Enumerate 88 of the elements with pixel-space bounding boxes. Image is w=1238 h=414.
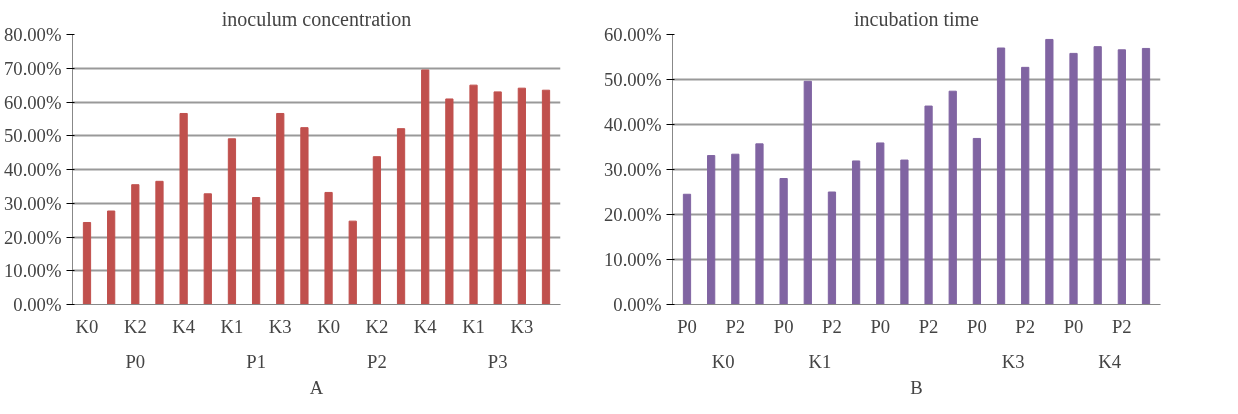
x-tick-label: P0 (967, 315, 987, 337)
x-tick-label: K3 (510, 315, 534, 337)
x-tick-label: P0 (870, 315, 891, 337)
x-tick-label: K2 (123, 315, 147, 337)
y-tick-label: 40.00% (603, 114, 662, 135)
text: A (309, 376, 324, 398)
y-tick-label: 20.00% (3, 226, 62, 248)
bar (1045, 38, 1054, 305)
bar (445, 98, 454, 305)
bar (707, 155, 716, 305)
chart-title: inoculum concentration (221, 7, 412, 30)
y-tick-label: 30.00% (603, 159, 662, 180)
x-tick-label: K1 (462, 315, 485, 337)
bar (972, 137, 982, 305)
bar (131, 184, 140, 305)
chart-title: incubation time (854, 7, 980, 30)
y-tick-label: 20.00% (603, 204, 662, 225)
bar (1141, 47, 1151, 305)
bar (348, 220, 357, 305)
bar (755, 143, 764, 305)
bar (107, 210, 116, 305)
y-tick-label: 60.00% (603, 24, 662, 45)
x-tick-label: K0 (75, 315, 99, 337)
y-tick-label: 60.00% (3, 91, 62, 113)
x-tick-label: K4 (413, 315, 438, 337)
text: P2 (367, 350, 387, 372)
bar (900, 159, 909, 305)
bar (396, 128, 406, 305)
text: P0 (125, 350, 146, 372)
x-tick-label: P2 (822, 315, 842, 337)
bar (155, 180, 164, 305)
bar (203, 193, 212, 305)
bar (779, 178, 788, 305)
bar (179, 112, 188, 305)
text: K3 (1001, 350, 1025, 372)
x-tick-label: P2 (1111, 315, 1132, 337)
bar (421, 69, 430, 305)
bar (300, 127, 309, 305)
bar (851, 160, 861, 305)
y-tick-label: 10.00% (3, 260, 62, 282)
x-tick-label: K4 (172, 315, 196, 337)
x-tick-label: P0 (677, 315, 697, 337)
x-tick-label: K3 (268, 315, 292, 337)
x-tick-label: P2 (1015, 315, 1036, 337)
y-tick-label: 80.00% (3, 24, 62, 45)
bar (372, 156, 382, 305)
x-tick-label: K2 (365, 315, 389, 337)
text: K4 (1098, 350, 1122, 372)
bar (924, 105, 933, 305)
text: K0 (711, 350, 735, 372)
y-tick-label: 10.00% (603, 249, 662, 270)
bar (1093, 46, 1102, 305)
bar (876, 142, 885, 305)
bar (682, 193, 692, 305)
bar (251, 197, 261, 305)
bar (827, 191, 837, 305)
x-tick-label: P2 (918, 315, 939, 337)
bar (517, 87, 526, 305)
bar (227, 138, 237, 305)
text: P1 (246, 350, 266, 372)
bar (541, 89, 551, 305)
bar (1117, 49, 1126, 305)
x-tick-label: P0 (1063, 315, 1084, 337)
y-tick-label: 0.00% (13, 294, 62, 315)
text: K1 (808, 350, 832, 372)
y-tick-label: 70.00% (3, 57, 62, 79)
y-tick-label: 50.00% (603, 69, 662, 90)
x-tick-label: P2 (725, 315, 746, 337)
bar (996, 47, 1006, 305)
y-tick-label: 30.00% (3, 192, 62, 214)
y-tick-label: 0.00% (613, 294, 662, 315)
bar (324, 191, 333, 305)
x-tick-label: K1 (220, 315, 244, 337)
y-tick-label: 40.00% (3, 159, 62, 180)
text: B (910, 376, 923, 398)
bar (82, 221, 92, 305)
x-tick-label: P0 (773, 315, 794, 337)
bar (803, 80, 812, 305)
text: P3 (487, 350, 508, 372)
bar (731, 153, 740, 305)
y-tick-label: 50.00% (3, 125, 62, 147)
bar (948, 90, 957, 305)
x-tick-label: K0 (317, 315, 340, 337)
bar (469, 84, 478, 305)
bar (276, 112, 285, 305)
bar (1069, 52, 1078, 305)
bar (1021, 66, 1030, 305)
bar (493, 91, 502, 305)
